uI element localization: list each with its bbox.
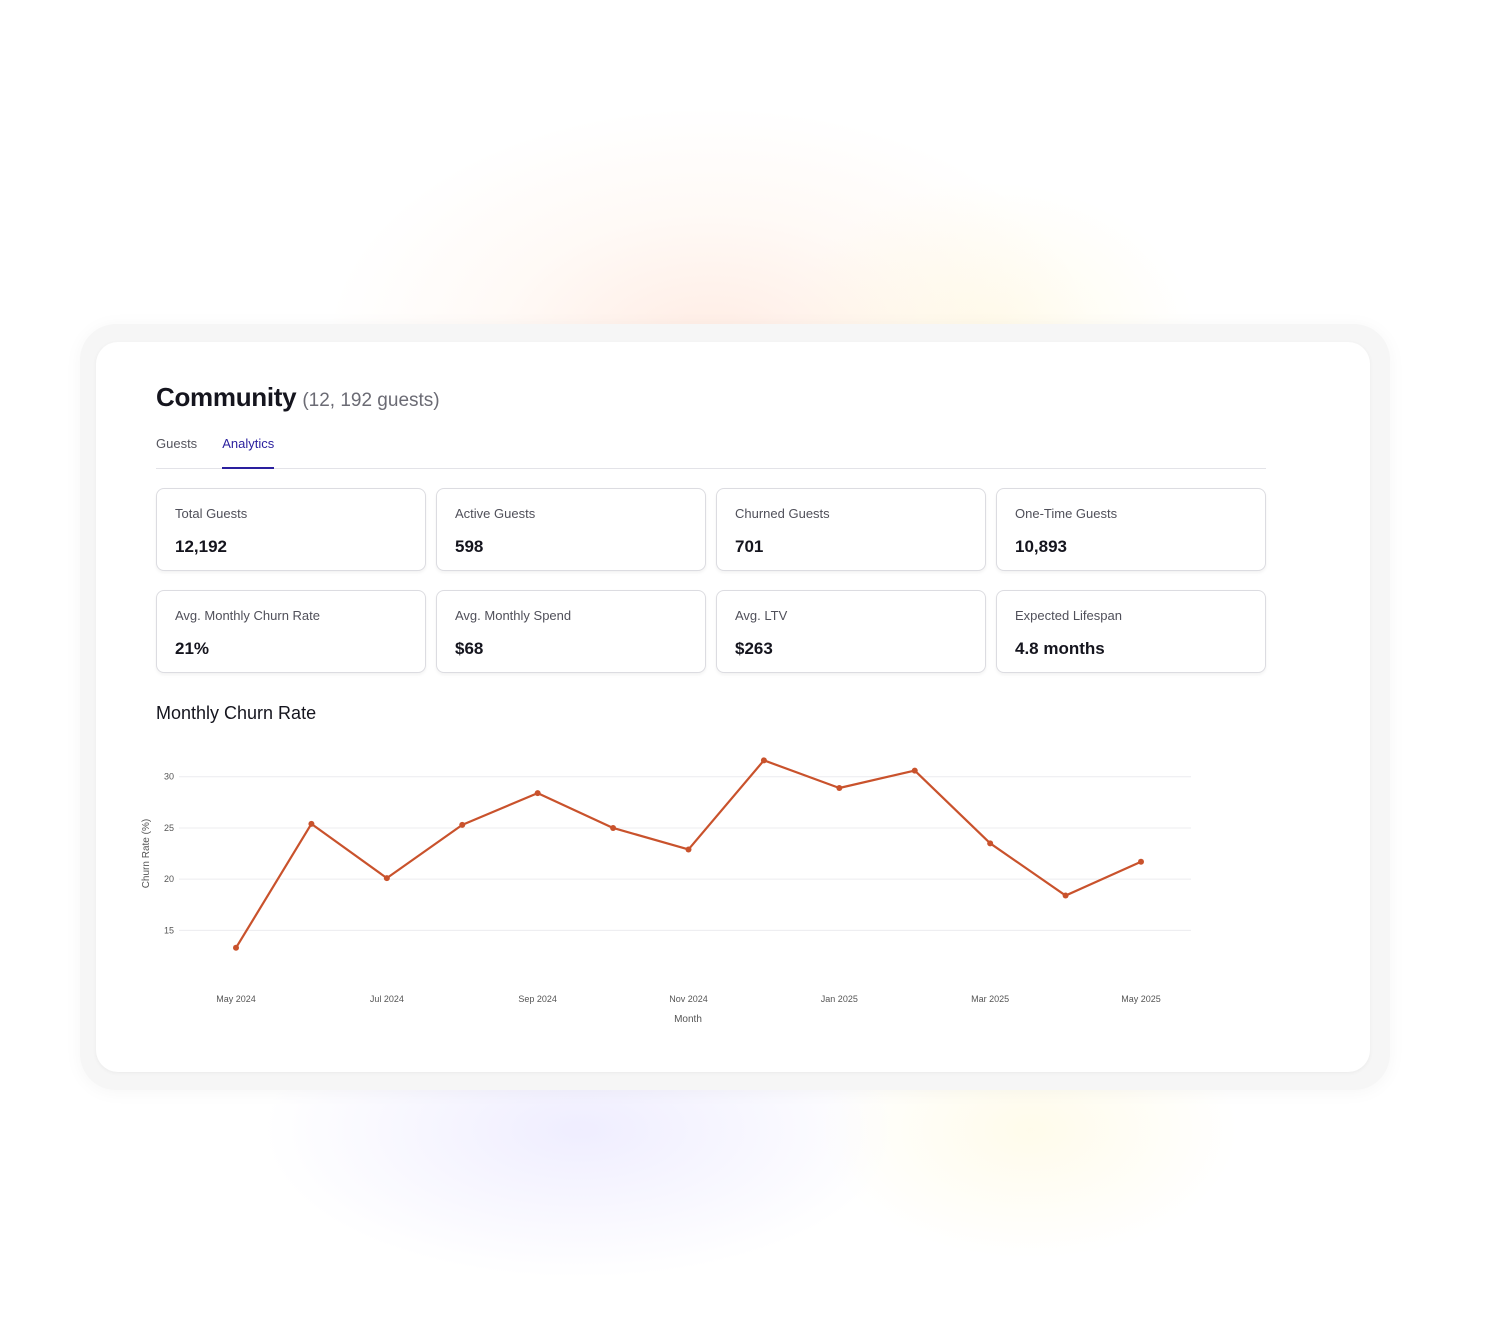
x-tick-label: Jan 2025 bbox=[821, 994, 858, 1004]
y-tick-label: 15 bbox=[164, 925, 174, 935]
stat-card-total-guests: Total Guests 12,192 bbox=[156, 488, 426, 571]
data-point bbox=[308, 820, 315, 827]
stats-grid: Total Guests 12,192 Active Guests 598 Ch… bbox=[156, 488, 1266, 673]
data-point bbox=[610, 824, 617, 831]
tab-analytics[interactable]: Analytics bbox=[222, 434, 275, 469]
stat-card-active-guests: Active Guests 598 bbox=[436, 488, 706, 571]
tab-bar: Guests Analytics bbox=[156, 434, 1266, 469]
stat-label: Active Guests bbox=[455, 506, 536, 521]
stat-card-expected-lifespan: Expected Lifespan 4.8 months bbox=[996, 590, 1266, 673]
x-tick-label: Nov 2024 bbox=[669, 994, 708, 1004]
stat-label: Avg. LTV bbox=[735, 608, 788, 623]
stat-card-churned-guests: Churned Guests 701 bbox=[716, 488, 986, 571]
churn-line-chart: 15 20 25 30 May 2024 Jul 2024 Sep 2024 Nov 2024… bbox=[141, 757, 1196, 1025]
x-tick-label: May 2025 bbox=[1121, 994, 1161, 1004]
data-point bbox=[911, 767, 918, 774]
churn-chart: 15 20 25 30 May 2024 Jul 2024 Sep 2024 Nov 2024… bbox=[61, 716, 1196, 1036]
y-tick-label: 30 bbox=[164, 772, 174, 782]
stat-card-avg-monthly-churn-rate: Avg. Monthly Churn Rate 21% bbox=[156, 590, 426, 673]
stat-value: 4.8 months bbox=[1015, 639, 1105, 658]
stat-value: $68 bbox=[455, 639, 484, 658]
stat-value: 10,893 bbox=[1015, 537, 1067, 556]
data-point bbox=[233, 944, 239, 951]
tab-guests[interactable]: Guests bbox=[156, 436, 198, 451]
stat-label: Avg. Monthly Churn Rate bbox=[175, 608, 320, 623]
data-point bbox=[685, 846, 692, 853]
stat-label: Total Guests bbox=[175, 506, 248, 521]
stat-card-avg-monthly-spend: Avg. Monthly Spend $68 bbox=[436, 590, 706, 673]
x-tick-label: Jul 2024 bbox=[370, 994, 404, 1004]
x-tick-label: Sep 2024 bbox=[518, 994, 557, 1004]
stat-value: 701 bbox=[735, 537, 764, 556]
data-point bbox=[987, 840, 994, 847]
guest-count: (12, 192 guests) bbox=[302, 390, 440, 411]
stat-label: Churned Guests bbox=[735, 506, 830, 521]
stat-label: Avg. Monthly Spend bbox=[455, 608, 572, 623]
stat-card-avg-ltv: Avg. LTV $263 bbox=[716, 590, 986, 673]
data-point bbox=[760, 757, 767, 764]
x-tick-label: Mar 2025 bbox=[971, 994, 1009, 1004]
community-panel: Community (12, 192 guests) Guests Analyt… bbox=[96, 342, 1370, 1072]
title-row: Community (12, 192 guests) bbox=[156, 382, 1266, 418]
data-point bbox=[534, 790, 541, 797]
data-point bbox=[1062, 892, 1069, 899]
stat-value: 12,192 bbox=[175, 537, 227, 556]
data-point bbox=[836, 785, 843, 791]
stat-value: $263 bbox=[735, 639, 773, 658]
stat-label: One-Time Guests bbox=[1015, 506, 1118, 521]
panel-content: Community (12, 192 guests) Guests Analyt… bbox=[156, 382, 1266, 724]
data-point bbox=[459, 821, 466, 828]
stat-card-one-time-guests: One-Time Guests 10,893 bbox=[996, 488, 1266, 571]
y-tick-label: 25 bbox=[164, 823, 174, 833]
data-point bbox=[383, 875, 390, 882]
stat-value: 598 bbox=[455, 537, 484, 556]
stat-value: 21% bbox=[175, 639, 210, 658]
y-tick-label: 20 bbox=[164, 874, 174, 884]
stat-label: Expected Lifespan bbox=[1015, 608, 1122, 623]
y-axis-label: Churn Rate (%) bbox=[141, 819, 152, 888]
data-point bbox=[1138, 858, 1144, 865]
series-line bbox=[235, 759, 1142, 949]
x-axis-label: Month bbox=[674, 1014, 702, 1025]
chart-title: Monthly Churn Rate bbox=[156, 703, 317, 723]
x-tick-label: May 2024 bbox=[216, 994, 256, 1004]
page-title: Community bbox=[156, 382, 297, 412]
